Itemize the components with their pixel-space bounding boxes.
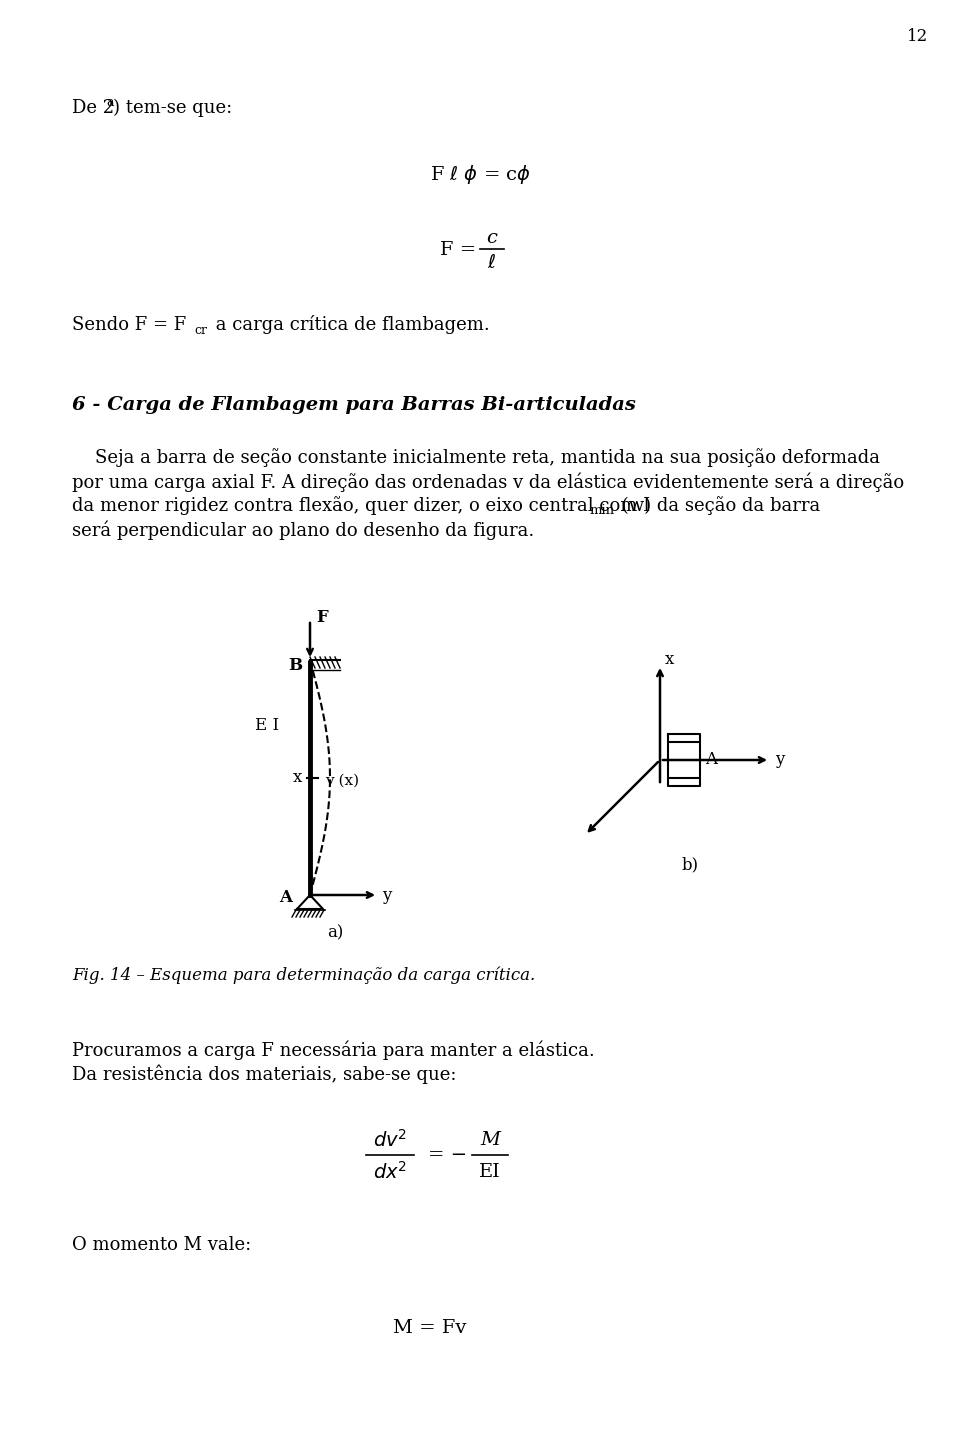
Text: será perpendicular ao plano do desenho da figura.: será perpendicular ao plano do desenho d… xyxy=(72,521,535,539)
Text: 12: 12 xyxy=(907,27,928,45)
Text: (w) da seção da barra: (w) da seção da barra xyxy=(616,496,820,515)
Text: B: B xyxy=(288,657,302,673)
Text: Procuramos a carga F necessária para manter a elástica.: Procuramos a carga F necessária para man… xyxy=(72,1040,595,1060)
Text: v (x): v (x) xyxy=(325,774,359,788)
Text: M = Fv: M = Fv xyxy=(394,1319,467,1337)
Text: x: x xyxy=(665,651,674,669)
Text: y: y xyxy=(775,752,784,768)
Text: 6 - Carga de Flambagem para Barras Bi-articuladas: 6 - Carga de Flambagem para Barras Bi-ar… xyxy=(72,395,636,414)
Text: x: x xyxy=(293,769,302,787)
Text: a carga crítica de flambagem.: a carga crítica de flambagem. xyxy=(210,315,490,335)
Text: c: c xyxy=(487,229,497,247)
Text: $\ell$: $\ell$ xyxy=(488,253,496,272)
Text: A: A xyxy=(705,752,717,768)
Text: F =: F = xyxy=(440,242,483,259)
Text: Da resistência dos materiais, sabe-se que:: Da resistência dos materiais, sabe-se qu… xyxy=(72,1064,457,1084)
Text: a): a) xyxy=(326,925,343,942)
Text: De 2: De 2 xyxy=(72,99,114,116)
Text: min: min xyxy=(590,505,615,518)
Text: $dx^2$: $dx^2$ xyxy=(373,1160,407,1183)
Text: Seja a barra de seção constante inicialmente reta, mantida na sua posição deform: Seja a barra de seção constante inicialm… xyxy=(95,449,880,467)
Text: O momento M vale:: O momento M vale: xyxy=(72,1237,252,1254)
Text: da menor rigidez contra flexão, quer dizer, o eixo central com I: da menor rigidez contra flexão, quer diz… xyxy=(72,496,650,515)
Text: E I: E I xyxy=(255,716,279,733)
Text: b): b) xyxy=(682,857,699,873)
Text: F: F xyxy=(316,608,327,626)
Text: a: a xyxy=(106,95,113,108)
Text: F $\ell$ $\phi$ = c$\phi$: F $\ell$ $\phi$ = c$\phi$ xyxy=(430,164,530,187)
Text: $dv^2$: $dv^2$ xyxy=(373,1129,407,1150)
Text: EI: EI xyxy=(479,1163,501,1181)
Text: A: A xyxy=(279,889,292,906)
Text: = −: = − xyxy=(428,1146,468,1163)
Text: Sendo F = F: Sendo F = F xyxy=(72,316,186,334)
Text: y: y xyxy=(382,886,392,903)
Text: por uma carga axial F. A direção das ordenadas v da elástica evidentemente será : por uma carga axial F. A direção das ord… xyxy=(72,472,904,492)
Text: M: M xyxy=(480,1132,500,1149)
Text: Fig. 14 – Esquema para determinação da carga crítica.: Fig. 14 – Esquema para determinação da c… xyxy=(72,966,536,984)
Text: ) tem-se que:: ) tem-se que: xyxy=(113,99,232,116)
Text: cr: cr xyxy=(194,325,207,338)
